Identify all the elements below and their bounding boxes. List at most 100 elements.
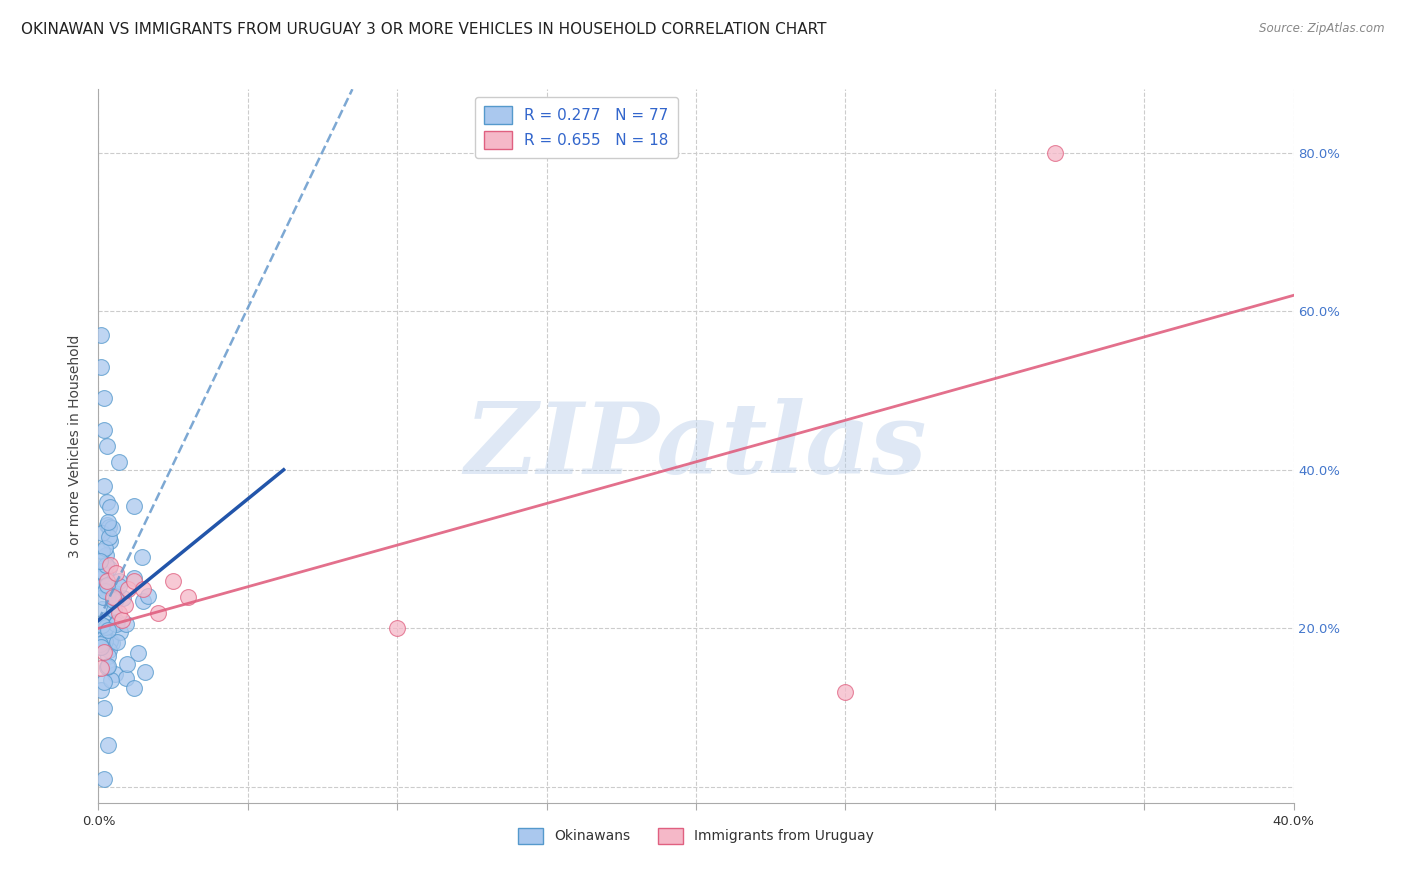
Point bbox=[97, 624, 120, 638]
Point bbox=[105, 635, 128, 649]
Point bbox=[91, 543, 114, 558]
Point bbox=[98, 561, 121, 575]
Point bbox=[122, 681, 145, 696]
Point bbox=[90, 602, 112, 616]
Point bbox=[96, 518, 118, 533]
Point bbox=[93, 392, 115, 406]
Point bbox=[91, 618, 114, 632]
Point bbox=[117, 582, 139, 596]
Point bbox=[96, 558, 118, 572]
Point bbox=[104, 667, 127, 681]
Point bbox=[89, 572, 111, 586]
Point bbox=[96, 439, 118, 453]
Point bbox=[90, 682, 112, 697]
Point bbox=[96, 612, 118, 626]
Point bbox=[89, 640, 111, 654]
Text: ZIPatlas: ZIPatlas bbox=[465, 398, 927, 494]
Point bbox=[834, 685, 856, 699]
Point bbox=[90, 328, 112, 343]
Text: OKINAWAN VS IMMIGRANTS FROM URUGUAY 3 OR MORE VEHICLES IN HOUSEHOLD CORRELATION : OKINAWAN VS IMMIGRANTS FROM URUGUAY 3 OR… bbox=[21, 22, 827, 37]
Point bbox=[91, 591, 114, 605]
Point bbox=[98, 530, 121, 544]
Point bbox=[138, 589, 160, 603]
Point bbox=[105, 615, 128, 630]
Point bbox=[132, 582, 155, 596]
Point bbox=[385, 621, 409, 635]
Point bbox=[107, 579, 129, 593]
Point bbox=[90, 564, 112, 578]
Point bbox=[94, 584, 117, 599]
Point bbox=[89, 580, 111, 594]
Point bbox=[97, 642, 120, 657]
Point bbox=[108, 606, 131, 620]
Point bbox=[89, 637, 111, 651]
Point bbox=[103, 590, 125, 604]
Point bbox=[115, 616, 138, 631]
Point bbox=[90, 661, 112, 675]
Y-axis label: 3 or more Vehicles in Household: 3 or more Vehicles in Household bbox=[69, 334, 83, 558]
Point bbox=[93, 645, 115, 659]
Point bbox=[96, 574, 118, 588]
Point bbox=[97, 739, 120, 753]
Point bbox=[98, 500, 121, 514]
Point bbox=[114, 598, 136, 612]
Point bbox=[105, 566, 128, 580]
Point bbox=[131, 550, 153, 565]
Point bbox=[122, 499, 145, 513]
Point bbox=[101, 636, 124, 650]
Point bbox=[98, 558, 122, 572]
Point bbox=[115, 657, 138, 672]
Point bbox=[93, 772, 115, 786]
Point bbox=[124, 574, 146, 588]
Legend: Okinawans, Immigrants from Uruguay: Okinawans, Immigrants from Uruguay bbox=[512, 822, 880, 849]
Point bbox=[103, 593, 125, 607]
Point bbox=[97, 515, 120, 529]
Point bbox=[104, 617, 127, 632]
Point bbox=[94, 566, 117, 581]
Point bbox=[94, 541, 117, 556]
Point bbox=[97, 658, 120, 673]
Point bbox=[90, 359, 112, 374]
Point bbox=[124, 570, 146, 584]
Point bbox=[96, 660, 118, 674]
Point bbox=[97, 520, 120, 534]
Point bbox=[177, 590, 200, 604]
Point bbox=[108, 574, 131, 588]
Point bbox=[100, 673, 122, 687]
Point bbox=[101, 520, 124, 534]
Point bbox=[104, 586, 127, 600]
Point bbox=[93, 423, 115, 437]
Point bbox=[114, 671, 136, 685]
Point bbox=[93, 478, 115, 492]
Point bbox=[93, 701, 115, 715]
Point bbox=[94, 634, 117, 648]
Point bbox=[96, 494, 118, 508]
Point bbox=[91, 525, 114, 540]
Point bbox=[94, 548, 117, 562]
Point bbox=[148, 606, 170, 620]
Point bbox=[132, 594, 155, 608]
Point bbox=[107, 455, 129, 469]
Point bbox=[127, 647, 149, 661]
Point bbox=[98, 633, 121, 648]
Point bbox=[103, 603, 125, 617]
Point bbox=[98, 534, 122, 549]
Point bbox=[93, 675, 115, 690]
Point bbox=[111, 614, 134, 628]
Point bbox=[96, 620, 118, 634]
Point bbox=[111, 591, 134, 606]
Point bbox=[1043, 145, 1066, 160]
Point bbox=[134, 665, 156, 679]
Point bbox=[89, 554, 111, 568]
Point bbox=[93, 626, 115, 640]
Point bbox=[97, 584, 120, 599]
Point bbox=[89, 640, 111, 654]
Text: Source: ZipAtlas.com: Source: ZipAtlas.com bbox=[1260, 22, 1385, 36]
Point bbox=[96, 578, 118, 592]
Point bbox=[93, 632, 115, 646]
Point bbox=[97, 648, 120, 663]
Point bbox=[105, 592, 128, 607]
Point bbox=[162, 574, 184, 588]
Point bbox=[110, 624, 132, 639]
Point bbox=[96, 579, 118, 593]
